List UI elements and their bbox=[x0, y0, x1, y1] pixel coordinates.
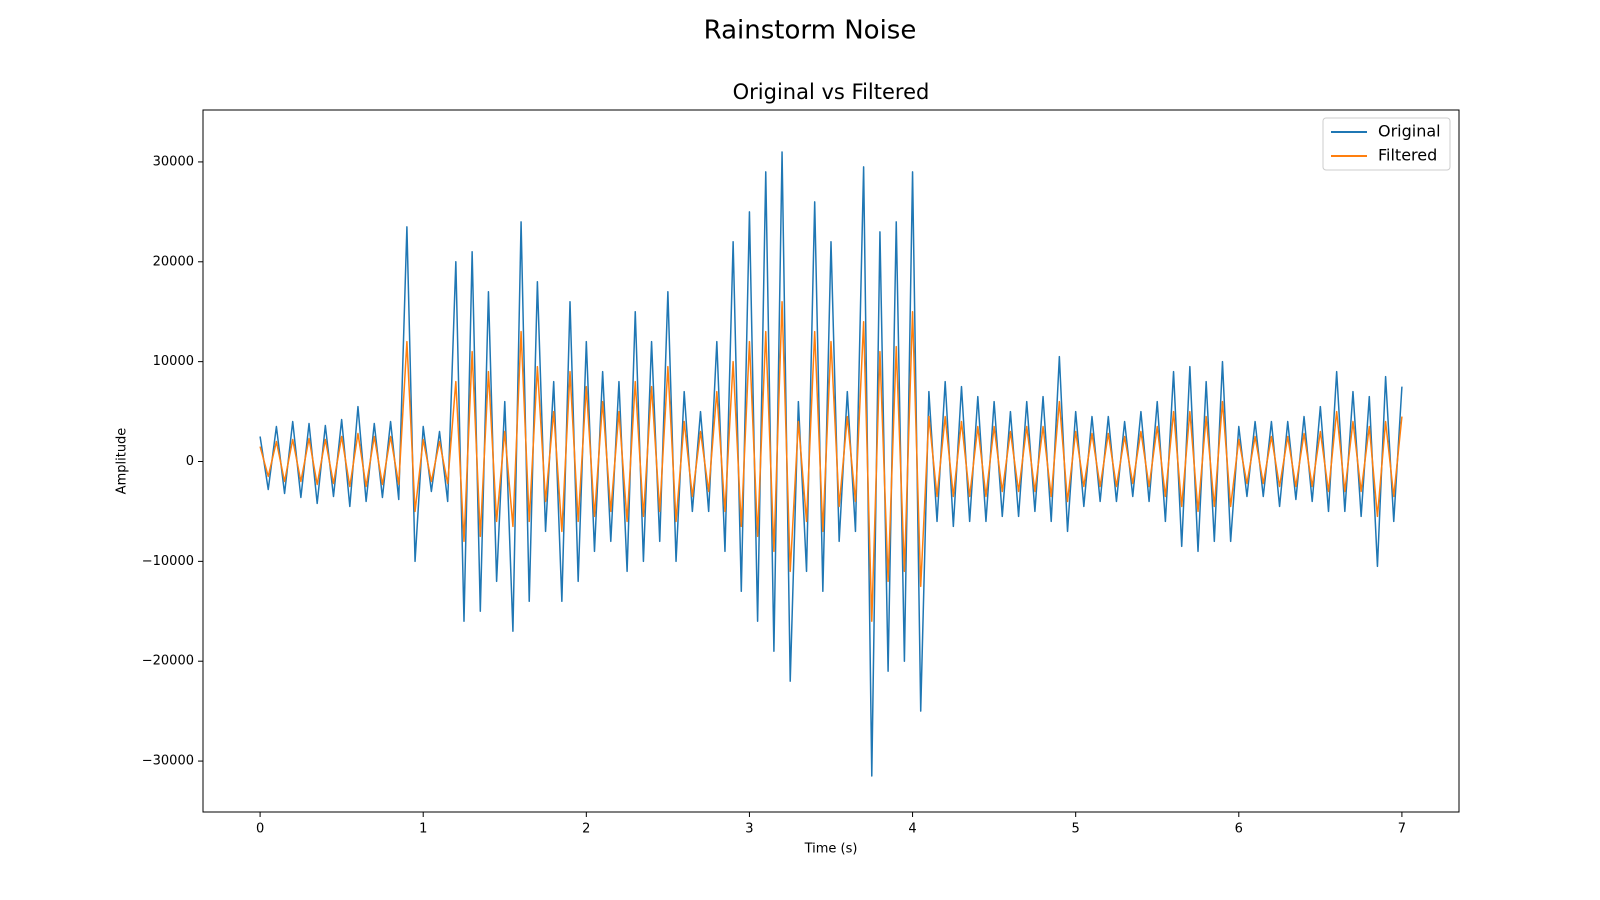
x-tick-label: 1 bbox=[419, 822, 427, 837]
y-tick-label: −20000 bbox=[142, 654, 194, 669]
y-tick-label: 10000 bbox=[153, 354, 194, 369]
legend-label: Original bbox=[1378, 122, 1441, 141]
y-tick-label: 30000 bbox=[153, 154, 194, 169]
x-tick-label: 0 bbox=[256, 822, 264, 837]
plot-frame bbox=[202, 109, 1460, 813]
series-line bbox=[259, 300, 1403, 623]
y-axis-label: Amplitude bbox=[115, 428, 130, 495]
legend-label: Filtered bbox=[1378, 146, 1437, 165]
y-tick-label: −10000 bbox=[142, 554, 194, 569]
y-tick-label: 20000 bbox=[153, 254, 194, 269]
x-axis-label: Time (s) bbox=[804, 842, 858, 857]
chart-title: Original vs Filtered bbox=[733, 80, 930, 104]
x-tick-label: 3 bbox=[745, 822, 753, 837]
x-tick-label: 5 bbox=[1072, 822, 1080, 837]
y-tick-label: −30000 bbox=[142, 754, 194, 769]
suptitle: Rainstorm Noise bbox=[704, 16, 917, 46]
x-tick-label: 4 bbox=[908, 822, 916, 837]
series-line bbox=[259, 151, 1403, 777]
x-tick-label: 7 bbox=[1398, 822, 1406, 837]
x-tick-label: 2 bbox=[582, 822, 590, 837]
x-tick-label: 6 bbox=[1235, 822, 1243, 837]
y-tick-label: 0 bbox=[186, 454, 194, 469]
